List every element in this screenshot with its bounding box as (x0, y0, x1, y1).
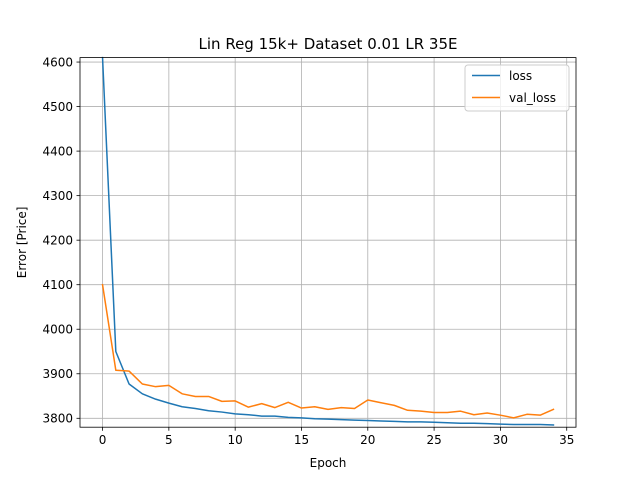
legend-label-loss: loss (509, 69, 532, 83)
ticks: 0 5 10 15 20 25 30 35 3800 3900 4000 4100 4200 4300 44… (42, 55, 574, 447)
y-tick-label: 4200 (42, 233, 73, 247)
y-tick-label: 3900 (42, 367, 73, 381)
grid (80, 57, 576, 428)
y-tick-label: 4000 (42, 323, 73, 337)
series-layer (101, 56, 555, 426)
x-tick-label: 35 (559, 433, 574, 447)
legend-box (464, 64, 570, 112)
x-axis-label: Epoch (310, 456, 347, 470)
x-tick-label: 15 (294, 433, 309, 447)
y-tick-label: 4600 (42, 55, 73, 69)
x-tick-label: 25 (426, 433, 441, 447)
y-tick-label: 4500 (42, 100, 73, 114)
x-tick-label: 0 (99, 433, 107, 447)
series-line-loss (101, 56, 555, 426)
y-tick-label: 4400 (42, 144, 73, 158)
series-line-val-loss (101, 283, 555, 419)
y-axis-label: Error [Price] (15, 207, 29, 279)
x-tick-label: 10 (228, 433, 243, 447)
x-tick-label: 20 (360, 433, 375, 447)
legend-label-val-loss: val_loss (509, 91, 556, 105)
y-tick-label: 3800 (42, 412, 73, 426)
plot-frame (79, 57, 577, 428)
legend: loss val_loss (464, 64, 570, 112)
y-tick-label: 4300 (42, 189, 73, 203)
chart-title: Lin Reg 15k+ Dataset 0.01 LR 35E (199, 35, 458, 53)
x-tick-label: 5 (165, 433, 173, 447)
x-tick-label: 30 (493, 433, 508, 447)
y-tick-label: 4100 (42, 278, 73, 292)
